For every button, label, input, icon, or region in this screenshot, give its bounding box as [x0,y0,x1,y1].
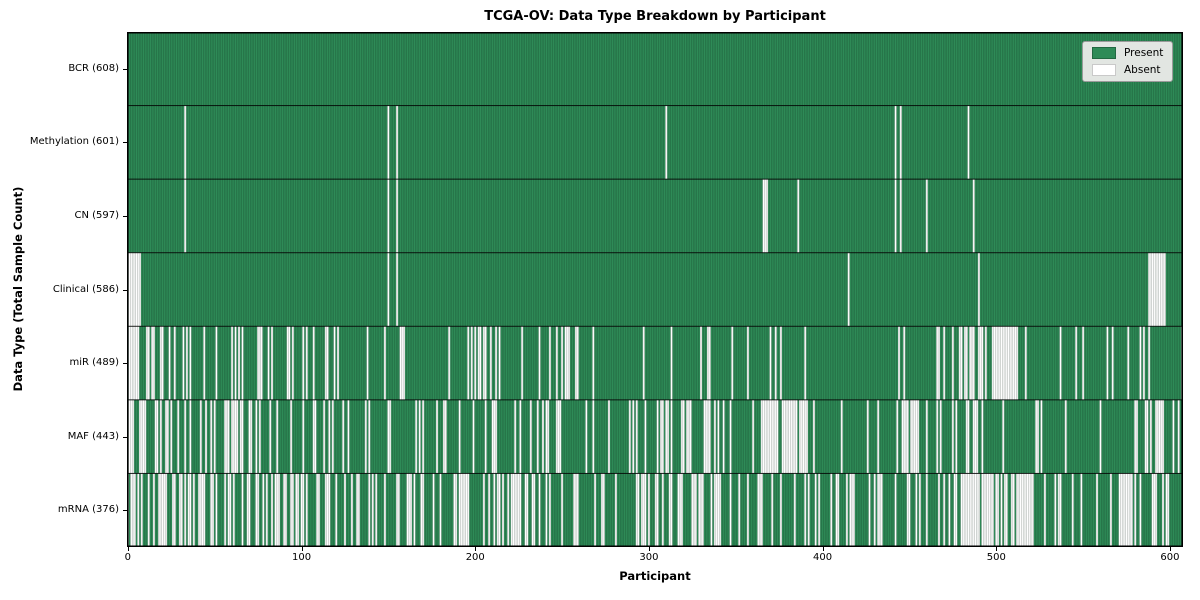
y-tick-mark [123,510,127,512]
y-tick-mark [123,436,127,438]
x-tick-mark [1169,547,1171,551]
y-tick-label-maf: MAF (443) [67,430,119,442]
y-tick-mark [123,68,127,70]
x-tick-mark [475,547,477,551]
x-tick-mark [648,547,650,551]
legend-label-absent: Absent [1124,64,1161,76]
y-tick-label-cn: CN (597) [74,209,119,221]
absent-swatch-icon [1092,64,1116,76]
x-tick-label-500: 500 [986,552,1006,563]
chart-title: TCGA-OV: Data Type Breakdown by Particip… [484,9,826,24]
y-tick-label-bcr: BCR (608) [68,62,119,74]
x-tick-mark [996,547,998,551]
y-tick-mark [123,142,127,144]
legend-item-present: Present [1092,47,1163,59]
x-tick-mark [822,547,824,551]
y-tick-mark [123,363,127,365]
x-tick-mark [301,547,303,551]
x-tick-mark [127,547,129,551]
legend-label-present: Present [1124,47,1164,59]
y-tick-label-clinical: Clinical (586) [52,283,119,295]
x-tick-label-400: 400 [813,552,833,563]
heatmap-canvas [127,32,1183,547]
y-tick-mark [123,215,127,217]
plot-area [127,32,1183,547]
x-axis-label: Participant [619,569,691,583]
x-tick-label-200: 200 [465,552,485,563]
y-tick-label-methylation: Methylation (601) [29,136,119,148]
y-tick-label-mir: miR (489) [69,357,119,369]
y-tick-mark [123,289,127,291]
legend: Present Absent [1082,41,1174,82]
x-tick-label-0: 0 [124,552,132,563]
x-tick-label-300: 300 [639,552,659,563]
legend-item-absent: Absent [1092,64,1163,76]
y-tick-label-mrna: mRNA (376) [57,504,119,516]
x-tick-label-600: 600 [1160,552,1180,563]
present-swatch-icon [1092,47,1116,59]
x-tick-label-100: 100 [292,552,312,563]
